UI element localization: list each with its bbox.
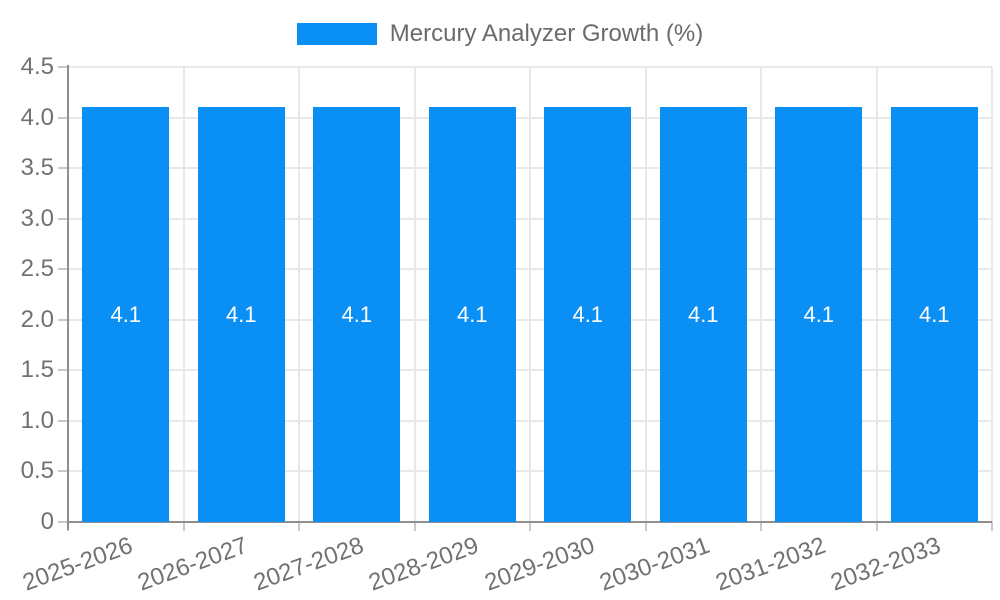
bar-value-label: 4.1 [225, 301, 257, 327]
bar [429, 107, 516, 522]
bar [775, 107, 862, 522]
bar [891, 107, 978, 522]
x-axis-category-label: 2025-2026 [19, 531, 137, 597]
legend-label: Mercury Analyzer Growth (%) [389, 20, 704, 47]
y-tick [58, 419, 68, 422]
x-tick [760, 522, 762, 531]
x-axis-category-label: 2032-2033 [827, 531, 945, 597]
x-axis-category-label: 2026-2027 [134, 531, 252, 597]
y-tick [58, 116, 68, 119]
gridline-v [182, 67, 185, 522]
x-tick [298, 522, 300, 531]
bar-value-label: 4.1 [341, 301, 373, 327]
x-tick [529, 522, 531, 531]
gridline-v [760, 67, 762, 522]
gridline-v [875, 67, 878, 522]
y-tick [58, 66, 68, 68]
bar [660, 107, 747, 522]
bar [313, 107, 400, 522]
bar-value-label: 4.1 [572, 301, 604, 327]
x-tick [413, 522, 416, 531]
x-axis-category-label: 2028-2029 [365, 531, 483, 597]
gridline-v [413, 67, 416, 522]
y-axis-tick-label: 4.0 [20, 103, 54, 131]
y-axis-tick-label: 3.5 [20, 154, 54, 182]
y-tick [58, 470, 68, 473]
y-axis-tick-label: 1.0 [20, 406, 54, 434]
gridline-v [644, 67, 647, 522]
x-tick [182, 522, 185, 531]
y-tick [58, 521, 68, 523]
gridline-v [529, 67, 531, 522]
chart-legend: Mercury Analyzer Growth (%) [0, 20, 1000, 47]
y-axis-tick-label: 0 [40, 508, 54, 535]
x-tick [875, 522, 878, 531]
bar [544, 107, 631, 522]
y-axis-tick-label: 1.5 [20, 356, 54, 384]
y-axis-tick-label: 2.5 [20, 255, 54, 283]
bar [82, 107, 169, 522]
x-axis-line [68, 521, 992, 523]
x-axis-category-label: 2031-2032 [712, 531, 830, 597]
x-axis-category-label: 2027-2028 [250, 531, 368, 597]
y-tick [58, 318, 68, 321]
y-axis-tick-label: 0.5 [20, 457, 54, 485]
x-axis-category-label: 2030-2031 [596, 531, 714, 597]
bar-value-label: 4.1 [687, 301, 719, 327]
legend-swatch [296, 23, 377, 45]
x-axis-category-label: 2029-2030 [481, 531, 599, 597]
y-tick [58, 369, 68, 372]
y-axis-tick-label: 2.0 [20, 305, 54, 333]
y-tick [58, 217, 68, 220]
bar-value-label: 4.1 [110, 301, 142, 327]
y-tick [58, 268, 68, 271]
bar-value-label: 4.1 [918, 301, 950, 327]
bar [198, 107, 285, 522]
x-tick [644, 522, 647, 531]
x-tick [991, 522, 993, 531]
gridline-v [991, 67, 993, 522]
y-tick [58, 167, 68, 170]
y-axis-tick-label: 3.0 [20, 204, 54, 232]
gridline-v [298, 67, 300, 522]
y-axis-tick-label: 4.5 [20, 53, 54, 80]
y-axis-line [67, 65, 69, 530]
bar-value-label: 4.1 [803, 301, 835, 327]
bar-value-label: 4.1 [456, 301, 488, 327]
